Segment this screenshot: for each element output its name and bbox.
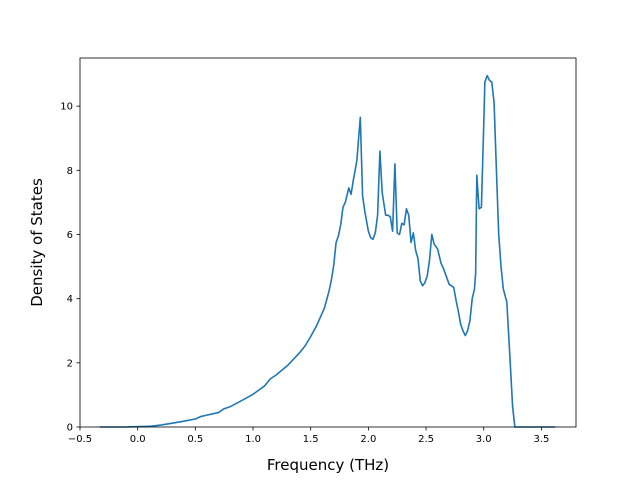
y-tick-label: 0 — [67, 423, 73, 434]
plot-area — [80, 58, 576, 427]
plot-frame — [79, 57, 577, 428]
x-tick-label: 3.0 — [476, 434, 492, 445]
y-tick-label: 6 — [67, 230, 73, 241]
x-tick-label: 2.0 — [360, 434, 376, 445]
x-tick-label: 0.5 — [187, 434, 203, 445]
x-tick-label: 1.5 — [303, 434, 319, 445]
x-tick-label: 0.0 — [130, 434, 146, 445]
y-tick-label: 8 — [67, 166, 73, 177]
x-tick-label: 3.5 — [533, 434, 549, 445]
y-tick-label: 10 — [60, 102, 73, 113]
x-tick-label: −0.5 — [68, 434, 92, 445]
dos-series-line — [99, 74, 556, 428]
y-axis-ticks: 0 2 4 6 8 10 — [60, 102, 80, 434]
y-tick-label: 4 — [67, 294, 73, 305]
x-tick-label: 1.0 — [245, 434, 261, 445]
x-axis-label: Frequency (THz) — [267, 456, 389, 474]
x-tick-label: 2.5 — [418, 434, 434, 445]
y-tick-label: 2 — [67, 358, 73, 369]
x-axis-ticks: −0.5 0.0 0.5 1.0 1.5 2.0 2.5 3.0 3.5 — [68, 427, 549, 445]
y-axis-label: Density of States — [28, 178, 46, 307]
